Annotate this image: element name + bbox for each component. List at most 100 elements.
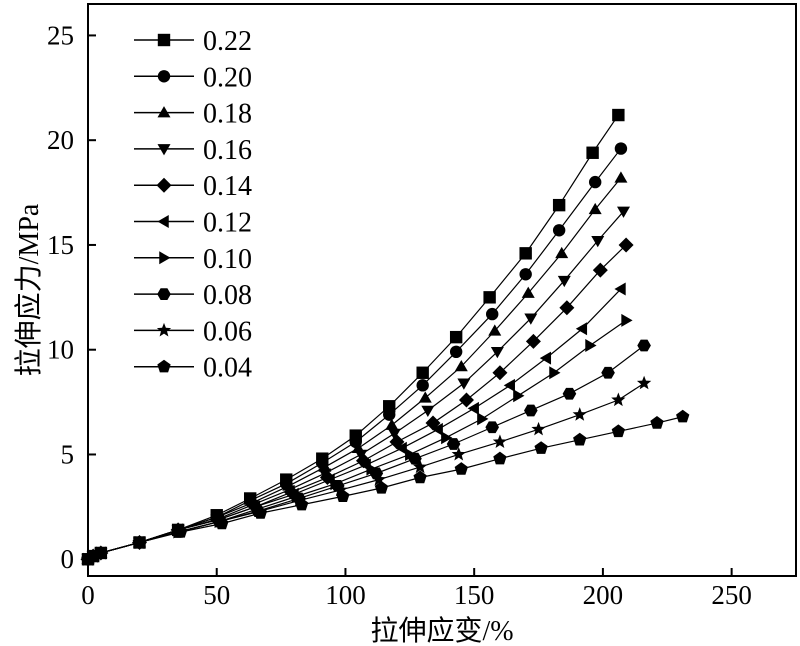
data-point	[575, 322, 588, 336]
legend-marker	[157, 144, 171, 156]
data-point	[617, 206, 630, 218]
data-point	[562, 387, 577, 400]
legend-marker	[157, 106, 171, 118]
legend-label: 0.08	[203, 280, 252, 311]
legend-marker	[156, 177, 172, 193]
data-point	[513, 389, 525, 403]
x-tick-label: 100	[325, 580, 366, 610]
data-point	[492, 365, 508, 381]
data-point	[519, 268, 532, 281]
data-point	[477, 412, 489, 426]
data-point	[408, 452, 422, 465]
data-point	[552, 224, 566, 237]
data-point	[636, 375, 652, 390]
x-tick-label: 250	[711, 580, 752, 610]
data-point	[412, 459, 428, 474]
data-point	[454, 359, 468, 372]
legend-marker	[157, 33, 171, 47]
data-point	[503, 378, 515, 392]
data-point	[573, 432, 587, 446]
data-point	[446, 438, 461, 450]
legend-label: 0.20	[203, 62, 252, 93]
legend-entry: 0.20	[134, 62, 252, 93]
data-point	[174, 525, 188, 538]
data-point	[591, 236, 605, 248]
data-point	[572, 407, 587, 421]
data-point	[333, 482, 348, 497]
data-point	[416, 366, 429, 379]
data-point	[588, 202, 602, 215]
data-point	[521, 286, 535, 298]
data-point	[611, 424, 626, 438]
data-point	[637, 339, 651, 352]
data-point	[524, 313, 538, 325]
legend-marker	[159, 251, 171, 265]
series-layer	[80, 108, 690, 567]
data-point	[601, 366, 615, 379]
x-tick-label: 50	[203, 580, 230, 610]
y-tick-label: 25	[47, 20, 74, 50]
data-point	[485, 421, 499, 434]
legend-label: 0.16	[203, 135, 252, 166]
series-0.04	[81, 409, 690, 565]
series-line	[87, 416, 683, 560]
data-point	[441, 431, 453, 445]
data-point	[467, 401, 479, 415]
legend-entry: 0.08	[134, 280, 252, 311]
data-point	[614, 282, 626, 296]
data-point	[253, 506, 268, 519]
data-point	[215, 516, 229, 530]
series-0.20	[81, 142, 628, 566]
data-point	[458, 392, 474, 408]
data-point	[421, 405, 435, 417]
data-point	[449, 345, 463, 359]
series-line	[87, 345, 645, 560]
data-point	[621, 313, 633, 327]
data-point	[418, 391, 432, 403]
data-point	[650, 416, 664, 429]
legend-marker	[157, 359, 171, 373]
series-line	[87, 211, 624, 560]
data-point	[618, 237, 634, 253]
plot-frame	[87, 3, 797, 577]
y-tick-label: 15	[47, 230, 74, 260]
legend-entry: 0.22	[134, 26, 252, 57]
series-0.22	[81, 108, 625, 566]
legend-marker	[156, 322, 172, 337]
legend-marker	[157, 288, 171, 300]
data-point	[374, 481, 389, 494]
legend-entry: 0.10	[134, 244, 252, 275]
data-point	[519, 247, 532, 260]
legend-entry: 0.06	[134, 316, 252, 347]
legend-label: 0.22	[203, 26, 252, 57]
data-point	[457, 378, 471, 390]
x-tick-label: 200	[583, 580, 624, 610]
data-point	[559, 300, 575, 316]
data-point	[614, 142, 628, 155]
y-tick-label: 5	[61, 439, 75, 469]
axis-ticks: 0 50 100 150 200 250 0 5 10 15 20 25	[47, 20, 752, 610]
legend-label: 0.10	[203, 244, 252, 275]
y-tick-label: 20	[47, 125, 74, 155]
data-point	[525, 333, 541, 349]
data-point	[555, 246, 569, 259]
data-point	[371, 472, 387, 486]
data-point	[483, 291, 496, 304]
data-point	[492, 434, 508, 448]
data-point	[486, 307, 499, 321]
legend: 0.22 0.20 0.18 0.16 0.14 0.12 0.10 0.08 0.06 0.04	[134, 26, 252, 384]
data-point	[451, 446, 466, 461]
series-0.12	[81, 282, 626, 566]
data-point	[132, 535, 147, 549]
series-line	[87, 148, 622, 560]
legend-entry: 0.18	[134, 99, 252, 130]
legend-label: 0.12	[203, 208, 252, 239]
data-point	[549, 366, 561, 380]
y-tick-label: 0	[61, 544, 75, 574]
data-point	[614, 171, 628, 183]
x-axis-title: 拉伸应变/%	[370, 615, 513, 646]
data-point	[592, 262, 608, 278]
data-point	[385, 418, 399, 430]
